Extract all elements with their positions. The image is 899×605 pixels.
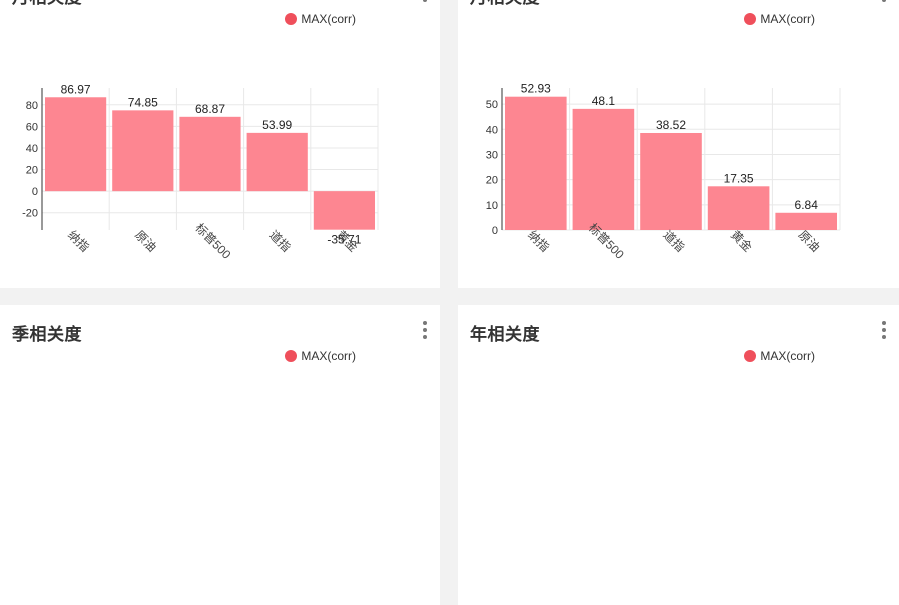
legend-label: MAX(corr) (301, 12, 356, 26)
data-label: 48.1 (592, 94, 616, 108)
x-tick-label: 道指 (267, 227, 295, 255)
more-options-icon[interactable] (881, 0, 887, 4)
x-tick-label: 黄金 (728, 227, 756, 255)
bar-chart: 40302010043.89纳指42.21道指42.04标普50040.09黄金… (458, 305, 899, 605)
bar-chart: 80 60 40 20 0 -20 86.97 纳指 74.85 原油 68.87 标普500 53.9… (22, 82, 379, 262)
legend-dot-icon (285, 13, 298, 25)
bar (179, 116, 241, 192)
y-tick-label: 40 (486, 124, 498, 136)
bar (572, 108, 635, 230)
data-label: 17.35 (724, 171, 754, 185)
more-options-icon[interactable] (422, 321, 428, 341)
x-tick-label: 标普500 (192, 221, 233, 262)
legend[interactable]: MAX(corr) (744, 12, 815, 26)
legend-label: MAX(corr) (301, 349, 356, 363)
data-label: 52.93 (521, 82, 551, 96)
y-tick-label: 10 (486, 200, 498, 212)
data-label: 38.52 (656, 118, 686, 132)
bar (505, 96, 567, 230)
legend-dot-icon (744, 350, 757, 362)
x-tick-label: 纳指 (525, 227, 553, 255)
y-tick-label: 0 (32, 186, 38, 198)
x-tick-label: 黄金 (334, 227, 362, 255)
legend-dot-icon (285, 350, 298, 362)
chart-panel-3: 季相关度 MAX(corr) 5040302010052.35黄金49.71纳指… (0, 305, 440, 605)
x-tick-label: 原油 (132, 228, 159, 255)
data-label: 6.84 (795, 198, 819, 212)
chart-panel-2: 月相关度 MAX(corr) 5040302010052.93纳指48.1标普5… (458, 0, 899, 288)
bar (246, 132, 308, 192)
legend[interactable]: MAX(corr) (285, 12, 356, 26)
y-tick-label: 30 (486, 149, 498, 161)
data-label: 53.99 (262, 118, 292, 132)
y-tick-label: -20 (22, 208, 38, 220)
data-label: -35.71 (327, 233, 361, 247)
bar-chart: 5040302010052.93纳指48.1标普50038.52道指17.35黄… (486, 82, 841, 262)
bar (45, 97, 107, 192)
bar (313, 191, 375, 230)
legend-label: MAX(corr) (760, 349, 815, 363)
x-tick-label: 道指 (660, 227, 688, 255)
legend-label: MAX(corr) (760, 12, 815, 26)
data-label: 74.85 (128, 95, 158, 109)
bar (112, 110, 174, 192)
legend[interactable]: MAX(corr) (285, 349, 356, 363)
chart-panel-4: 年相关度 MAX(corr) 40302010043.89纳指42.21道指42… (458, 305, 899, 605)
panel-title: 年相关度 (470, 325, 540, 345)
bar (775, 212, 837, 230)
legend[interactable]: MAX(corr) (744, 349, 815, 363)
x-tick-label: 纳指 (65, 227, 93, 255)
y-tick-label: 20 (26, 165, 38, 177)
y-tick-label: 20 (486, 175, 498, 187)
y-tick-label: 80 (26, 100, 38, 112)
panel-title: 月相关度 (12, 0, 82, 8)
bar (707, 186, 770, 230)
data-label: 68.87 (195, 102, 225, 116)
y-tick-label: 50 (486, 99, 498, 111)
bar (640, 132, 702, 230)
panel-title: 月相关度 (470, 0, 540, 8)
y-tick-label: 60 (26, 121, 38, 133)
more-options-icon[interactable] (422, 0, 428, 4)
chart-panel-1: 月相关度 MAX(corr) 80 60 40 20 0 -20 86.97 纳指 74.85 原… (0, 0, 440, 288)
y-tick-label: 40 (26, 143, 38, 155)
y-tick-label: 0 (492, 225, 498, 237)
more-options-icon[interactable] (881, 321, 887, 341)
legend-dot-icon (744, 13, 757, 25)
panel-title: 季相关度 (12, 325, 82, 345)
x-tick-label: 原油 (796, 228, 823, 255)
data-label: 86.97 (61, 82, 91, 96)
bar-chart: 5040302010052.35黄金49.71纳指46标普50038.14道指3… (0, 305, 440, 605)
